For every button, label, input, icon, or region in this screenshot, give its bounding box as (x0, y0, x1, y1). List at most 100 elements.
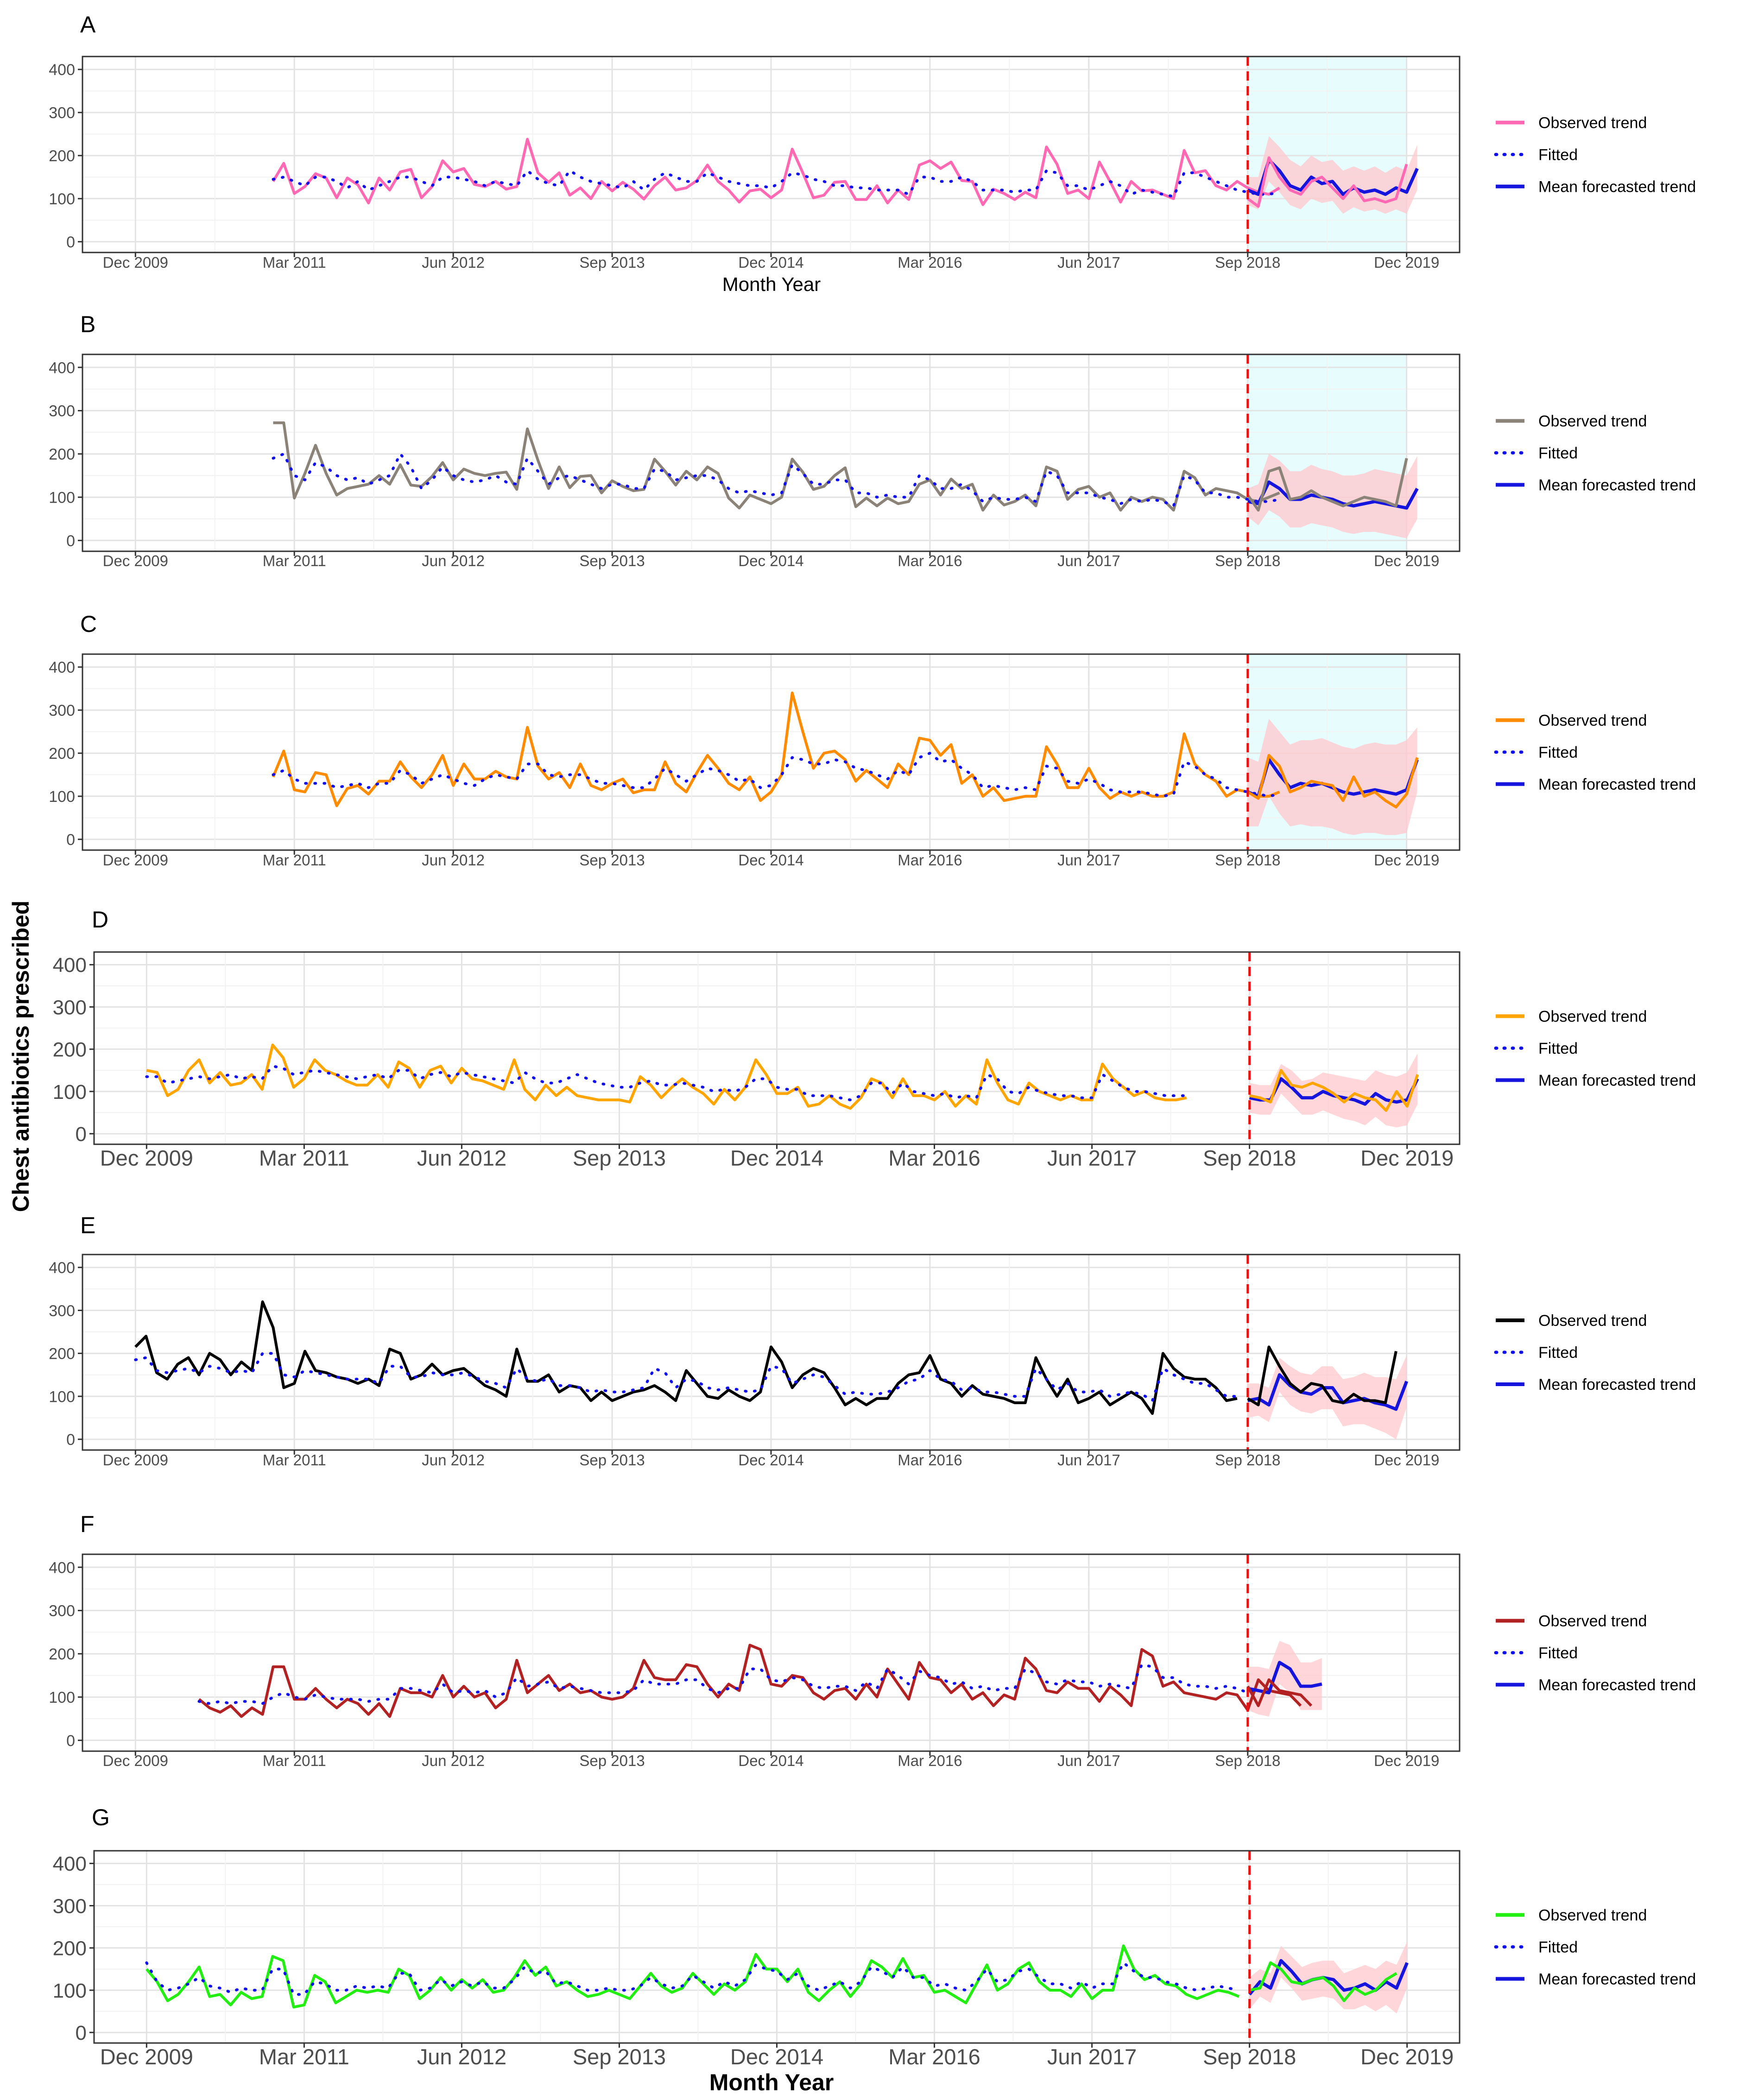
panel-a: A 0 100 200 300 400 Dec 2009 Mar 2011 Jun 2012 Se… (49, 12, 1696, 295)
x-tick-label: Jun 2012 (422, 1752, 485, 1769)
x-tick-label: Sep 2018 (1203, 2044, 1296, 2069)
y-tick-label: 400 (49, 359, 75, 377)
x-tick-label: Dec 2014 (738, 254, 803, 271)
gridlines (82, 654, 1460, 850)
x-tick-label: Dec 2019 (1374, 1752, 1439, 1769)
x-tick-label: Sep 2013 (579, 851, 645, 869)
x-tick-label: Mar 2016 (898, 552, 962, 569)
panel-e: E 0 100 200 300 400 Dec 2009 Mar 2011 Jun 2012 Se… (49, 1212, 1696, 1469)
forecast-line (1247, 158, 1419, 196)
y-tick-label: 100 (53, 1081, 87, 1104)
y-tick-label: 0 (66, 1732, 75, 1750)
observed-line (273, 421, 1280, 512)
y-tick-label: 0 (76, 1123, 87, 1146)
panel-label: A (80, 12, 96, 38)
x-tick-label: Mar 2011 (259, 1146, 349, 1170)
legend-observed-label: Observed trend (1538, 1907, 1647, 1924)
legend: Observed trend Fitted Mean forecasted tren… (1494, 114, 1696, 196)
x-tick-label: Mar 2011 (263, 254, 326, 271)
y-tick-label: 300 (49, 104, 75, 122)
forecast-interval (1247, 1355, 1407, 1439)
y-tick-label: 200 (49, 446, 75, 463)
panel-label: C (80, 611, 97, 637)
x-tick-label: Dec 2009 (103, 1451, 168, 1469)
legend: Observed trend Fitted Mean forecasted tren… (1494, 1312, 1696, 1394)
x-tick-label: Jun 2012 (422, 254, 485, 271)
x-tick-label: Dec 2019 (1360, 1146, 1454, 1170)
panels: A 0 100 200 300 400 Dec 2009 Mar 2011 Jun 2012 Se… (49, 12, 1696, 2095)
y-tick-label: 400 (53, 954, 87, 977)
legend-fitted-label: Fitted (1538, 744, 1578, 762)
y-tick-label: 300 (49, 403, 75, 420)
x-tick-label: Mar 2011 (263, 851, 326, 869)
legend-forecast-label: Mean forecasted trend (1538, 1072, 1696, 1090)
forecast-interval (1247, 719, 1417, 835)
x-tick-label: Dec 2014 (738, 1451, 803, 1469)
x-tick-label: Mar 2016 (898, 851, 962, 869)
observed-line (145, 1944, 1240, 2009)
legend: Observed trend Fitted Mean forecasted tren… (1494, 712, 1696, 794)
panel-b: B 0 100 200 300 400 Dec 2009 Mar 2011 Jun 2012 Se… (49, 311, 1696, 569)
panel-c: C 0 100 200 300 400 Dec 2009 Mar 2011 Jun 2012 Se… (49, 611, 1696, 869)
legend-forecast-label: Mean forecasted trend (1538, 1376, 1696, 1394)
x-tick-label: Sep 2013 (579, 254, 645, 271)
x-tick-label: Sep 2018 (1215, 1451, 1280, 1469)
x-tick-label: Jun 2017 (1057, 254, 1120, 271)
observed-line (272, 691, 1280, 807)
legend-observed-label: Observed trend (1538, 1613, 1647, 1630)
x-tick-label: Sep 2013 (573, 1146, 666, 1170)
x-tick-label: Mar 2016 (888, 1146, 980, 1170)
observed-line-tail (1246, 156, 1408, 208)
observed-line (146, 1043, 1187, 1110)
y-tick-label: 100 (49, 190, 75, 208)
x-tick-label: Mar 2011 (259, 2044, 349, 2069)
y-tick-label: 100 (53, 1980, 87, 2002)
x-tick-label: Mar 2011 (263, 552, 326, 569)
legend-observed-label: Observed trend (1538, 413, 1647, 430)
fitted-line (134, 1352, 1239, 1402)
y-tick-label: 200 (49, 147, 75, 165)
y-tick-label: 400 (49, 1559, 75, 1577)
gridlines (82, 354, 1460, 551)
legend-forecast-label: Mean forecasted trend (1538, 1677, 1696, 1694)
forecast-interval (1247, 136, 1417, 214)
x-tick-label: Mar 2016 (898, 1752, 962, 1769)
x-tick-label: Mar 2016 (888, 2044, 980, 2069)
forecast-interval (1247, 454, 1417, 538)
x-tick-label: Mar 2011 (263, 1752, 326, 1769)
legend-forecast-label: Mean forecasted trend (1538, 477, 1696, 494)
y-tick-label: 200 (49, 1345, 75, 1363)
legend: Observed trend Fitted Mean forecasted tren… (1494, 1907, 1696, 1988)
panel-label: F (80, 1511, 95, 1537)
panel-g: G 0 100 200 300 400 Dec 2009 Mar 2011 Jun 2012 Se… (53, 1804, 1696, 2095)
x-tick-label: Dec 2019 (1374, 552, 1439, 569)
panel-label: E (80, 1212, 95, 1238)
x-tick-label: Jun 2017 (1057, 1752, 1120, 1769)
y-tick-label: 300 (49, 702, 75, 719)
panel-label: B (80, 311, 95, 337)
x-tick-label: Sep 2018 (1203, 1146, 1296, 1170)
forecast-line (1249, 1077, 1419, 1106)
x-tick-label: Sep 2013 (573, 2044, 666, 2069)
x-tick-label: Sep 2013 (579, 1451, 645, 1469)
x-tick-label: Sep 2018 (1215, 1752, 1280, 1769)
x-tick-label: Sep 2018 (1215, 254, 1280, 271)
x-tick-label: Jun 2017 (1047, 1146, 1137, 1170)
x-tick-label: Jun 2012 (417, 2044, 506, 2069)
panel-d: D 0 100 200 300 400 Dec 2009 Mar 2011 Jun 2012 Se… (53, 907, 1696, 1170)
y-tick-label: 300 (49, 1302, 75, 1320)
x-tick-label: Mar 2016 (898, 254, 962, 271)
y-tick-label: 100 (49, 1689, 75, 1706)
y-tick-label: 400 (49, 1259, 75, 1277)
x-tick-label: Jun 2012 (417, 1146, 506, 1170)
x-tick-label: Dec 2009 (103, 552, 168, 569)
x-tick-label: Dec 2009 (100, 2044, 193, 2069)
y-tick-label: 300 (53, 1895, 87, 1917)
x-tick-label: Sep 2013 (579, 1752, 645, 1769)
x-tick-label: Dec 2014 (738, 1752, 803, 1769)
fitted-line (272, 751, 1281, 798)
y-tick-label: 100 (49, 1388, 75, 1406)
legend: Observed trend Fitted Mean forecasted tren… (1494, 1613, 1696, 1694)
x-tick-label: Dec 2014 (730, 1146, 823, 1170)
x-tick-label: Dec 2019 (1374, 1451, 1439, 1469)
